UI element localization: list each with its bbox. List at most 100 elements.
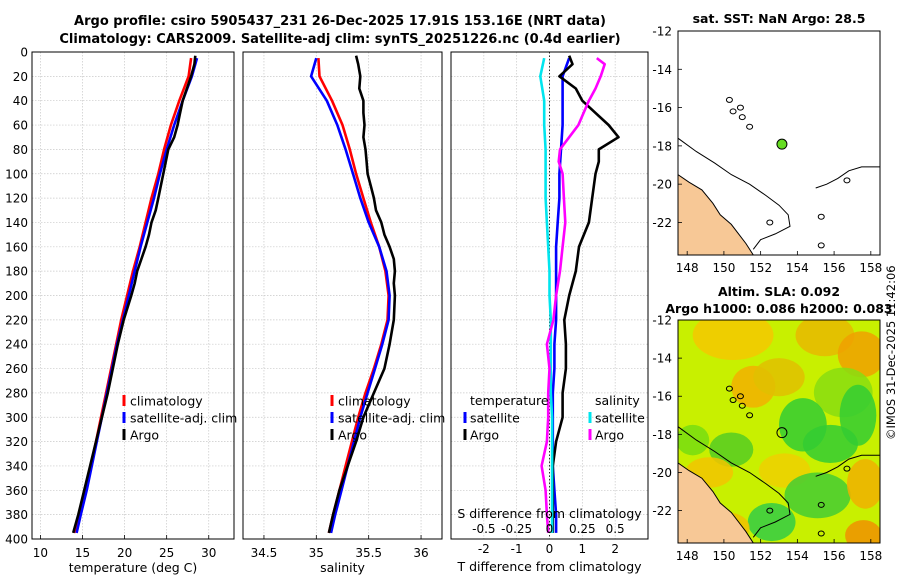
map_sla-land	[678, 462, 754, 543]
depth-tick-label: 40	[13, 94, 28, 108]
depth-tick-label: 160	[5, 240, 28, 254]
depth-tick-label: 60	[13, 119, 28, 133]
difference-panel: temperature salinity satellite satellite Arg…	[451, 51, 648, 574]
depth-tick-label: 100	[5, 167, 28, 181]
salinity-panel: 34.5 35 35.5 36 salinity climatology satellite…	[243, 51, 445, 575]
map_sla-sla-blob	[753, 358, 805, 397]
map_sla-reef	[729, 397, 737, 404]
figure-title: Argo profile: csiro 5905437_231 26-Dec-2…	[0, 0, 640, 50]
map_sla-ytick-label: -16	[652, 390, 672, 404]
depth-tick-label: 300	[5, 411, 28, 425]
depth-tick-label: 400	[5, 533, 28, 547]
map-sst-title: sat. SST: NaN Argo: 28.5	[693, 11, 866, 26]
depth-tick-label: 200	[5, 289, 28, 303]
map_sst-ytick-label: -20	[652, 178, 672, 192]
map_sla-sla-blob	[747, 502, 796, 542]
temperature-line-satellite-adj	[75, 57, 199, 534]
map_sla-panel: -12 -14 -16 -18 -20 -22 148 150 152 154 156 158 Alti…	[652, 284, 892, 563]
map_sst-reef	[817, 242, 825, 249]
map_sla-sla-blob	[692, 320, 774, 361]
difference-t-tick-label: -1	[511, 542, 523, 556]
map_sla-xtick-label: 150	[712, 549, 735, 563]
map_sla-reef	[817, 530, 825, 537]
map_sst-reef	[725, 96, 733, 103]
map_sla-sla-blob	[846, 459, 880, 509]
map_sla-sla-blob	[837, 331, 880, 378]
map_sst-xtick-label: 154	[786, 261, 809, 275]
depth-tick-label: 140	[5, 216, 28, 230]
map_sla-content	[678, 320, 880, 543]
temperature-legend-label: satellite-adj. clim	[130, 411, 237, 426]
difference-s-xlabel: S difference from climatology	[457, 506, 642, 521]
map_sla-shelf-contour-2	[815, 454, 880, 477]
map_sst-reef	[729, 108, 737, 115]
map_sla-ytick-label: -22	[652, 504, 672, 518]
map_sla-shelf-contour	[678, 426, 791, 538]
depth-tick-label: 20	[13, 70, 28, 84]
difference-xlabel: T difference from climatology	[456, 559, 642, 574]
salinity-xtick-label: 34.5	[251, 546, 278, 560]
map_sst-ytick-label: -14	[652, 63, 672, 77]
salinity-xtick-label: 35.5	[355, 546, 382, 560]
difference-s-tick-label: 0	[546, 522, 554, 536]
map_sla-ytick-label: -12	[652, 314, 672, 328]
difference-s-tick-label: -0.5	[472, 522, 495, 536]
difference-legend-title-temperature: temperature	[470, 393, 549, 408]
map_sla-sla-blob	[839, 384, 877, 446]
salinity-line-Argo	[327, 55, 397, 534]
depth-tick-label: 80	[13, 143, 28, 157]
map_sla-xtick-label: 158	[859, 549, 882, 563]
depth-tick-label: 360	[5, 484, 28, 498]
map_sst-ytick-label: -18	[652, 139, 672, 153]
map_sla-xtick-label: 156	[823, 549, 846, 563]
depth-tick-label: 260	[5, 362, 28, 376]
map_sst-xtick-label: 148	[676, 261, 699, 275]
difference-t-tick-label: 0	[546, 542, 554, 556]
depth-tick-label: 280	[5, 386, 28, 400]
temperature-legend-label: climatology	[130, 394, 203, 409]
map-sla-title-2: Argo h1000: 0.086 h2000: 0.083	[665, 301, 892, 316]
map_sla-reef	[738, 402, 746, 409]
map_sla-reef	[746, 412, 754, 419]
title-line-2: Climatology: CARS2009. Satellite-adj cli…	[59, 32, 621, 47]
depth-tick-label: 220	[5, 313, 28, 327]
difference-line-s-satellite	[538, 57, 554, 533]
difference-s-tick-label: -0.25	[501, 522, 532, 536]
map_sla-argo-marker	[776, 427, 788, 439]
map_sla-reef	[725, 385, 733, 392]
map_sla-ytick-label: -14	[652, 352, 672, 366]
map_sla-sla-blob	[845, 520, 880, 543]
map_sst-shelf-contour-2	[815, 166, 880, 189]
map_sst-xtick-label: 150	[712, 261, 735, 275]
map_sst-reef	[738, 114, 746, 121]
copyright-label: ©IMOS 31-Dec-2025 11:42:06	[884, 265, 898, 440]
map_sla-sla-blob	[784, 472, 851, 519]
salinity-xlabel: salinity	[320, 560, 365, 575]
map_sst-reef	[817, 213, 825, 220]
difference-t-tick-label: -2	[478, 542, 490, 556]
map_sla-sla-blob	[709, 432, 754, 467]
map_sst-frame	[677, 30, 881, 256]
title-line-1: Argo profile: csiro 5905437_231 26-Dec-2…	[74, 14, 606, 29]
difference-legend-label-t: satellite	[470, 411, 520, 426]
temperature-xtick-label: 10	[33, 546, 48, 560]
map_sla-reef	[736, 393, 744, 400]
difference-legend-title-salinity: salinity	[595, 393, 640, 408]
temperature-line-Argo	[71, 55, 197, 534]
map_sst-ytick-label: -22	[652, 216, 672, 230]
map_sla-xtick-label: 148	[676, 549, 699, 563]
difference-s-tick-label: 0.25	[569, 522, 596, 536]
map_sla-frame	[677, 319, 881, 544]
map_sla-ytick-label: -18	[652, 428, 672, 442]
map_sla-xtick-label: 152	[749, 549, 772, 563]
difference-line-s-argo	[540, 57, 607, 533]
difference-legend-label-t: Argo	[470, 428, 499, 443]
map_sla-xtick-label: 154	[786, 549, 809, 563]
difference-legend-label-s: Argo	[595, 428, 624, 443]
map_sst-reef	[746, 123, 754, 130]
salinity-frame	[242, 51, 443, 540]
map_sst-argo-marker	[776, 138, 788, 150]
temperature-frame	[31, 51, 235, 540]
map_sla-reef	[766, 507, 774, 514]
